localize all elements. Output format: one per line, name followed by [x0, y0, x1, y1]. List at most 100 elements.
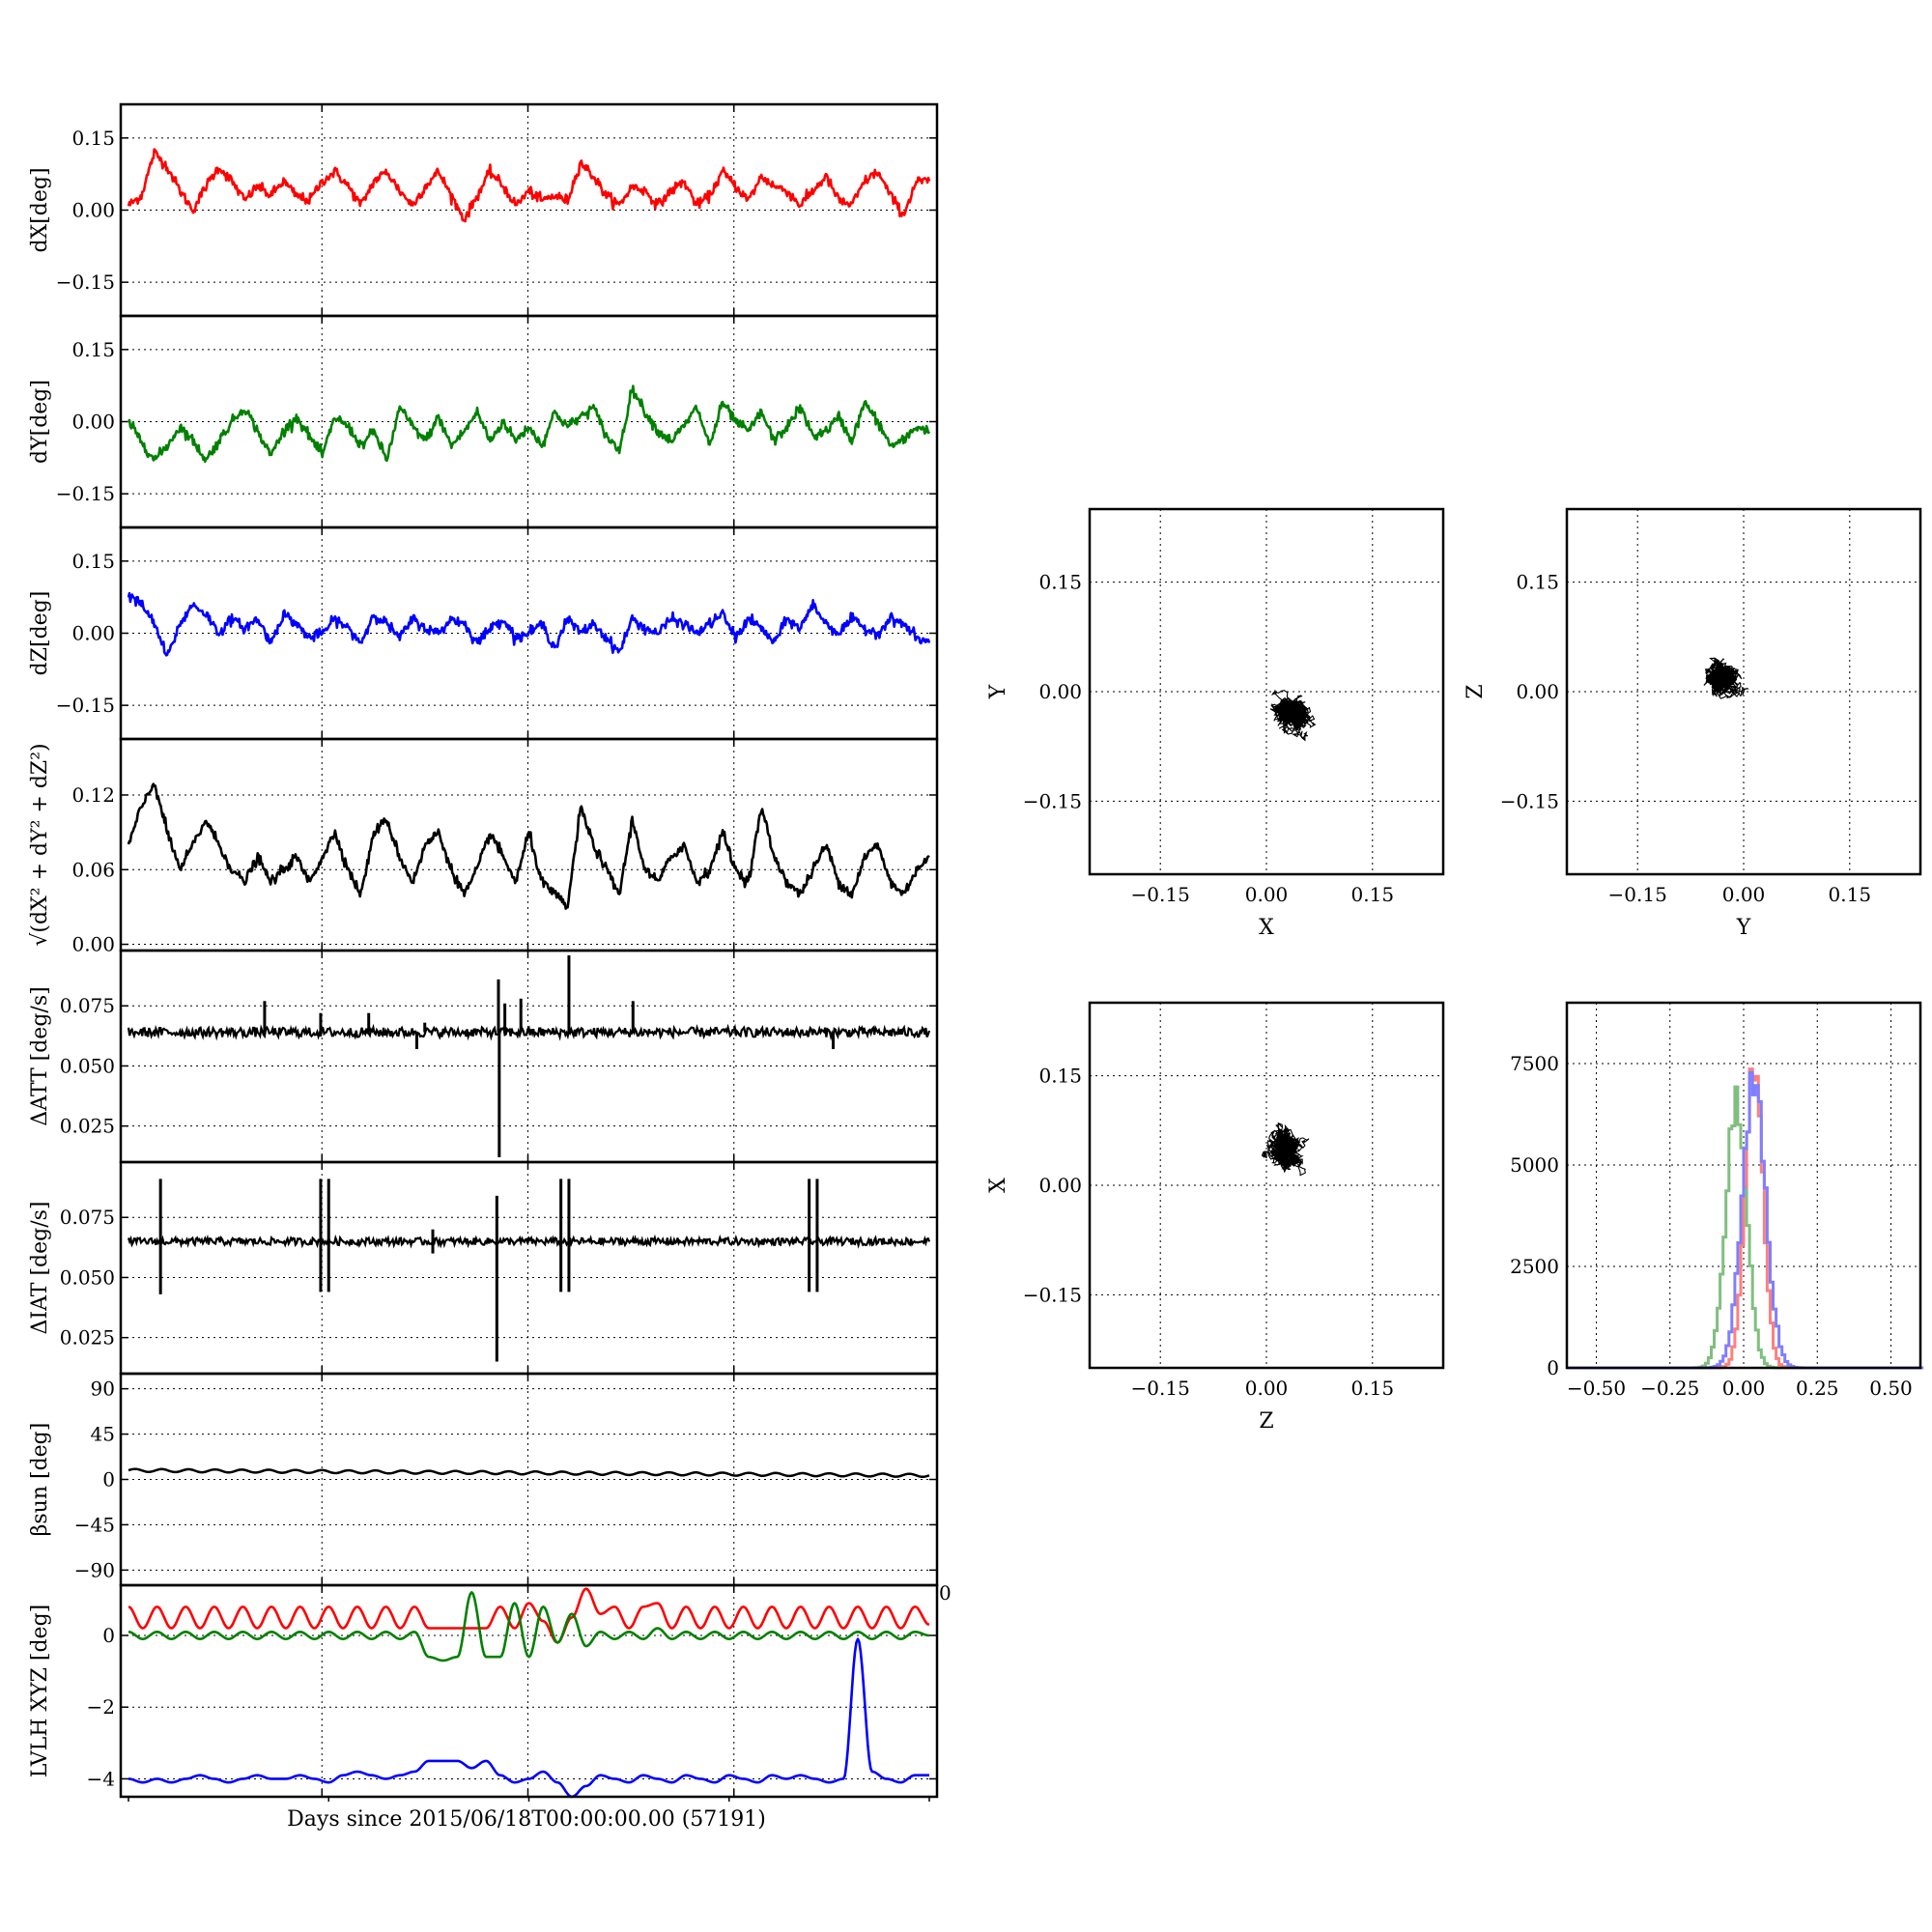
panel-dY: −0.15 0.00 0.15 dY[deg]	[28, 314, 939, 529]
ytick-label-dZ-1: 0.00	[71, 622, 115, 645]
frame-scatter_yz	[1565, 507, 1922, 876]
ytick-label-beta-3: 45	[91, 1423, 115, 1446]
ytick-label-dIAT-0: 0.025	[60, 1326, 115, 1350]
trajectory-scatter_zx	[1261, 1122, 1310, 1177]
ytick-label-hist-2: 5000	[1510, 1153, 1559, 1177]
frame-scatter_xy	[1088, 507, 1445, 876]
frame-dIAT	[119, 1160, 939, 1376]
xtick-label-hist-4: 0.50	[1869, 1377, 1913, 1400]
series-dIAT	[127, 1234, 931, 1249]
xtick-label-scatter_yz-2: 0.15	[1829, 883, 1872, 906]
hist-series-hist_red	[1567, 1067, 1924, 1370]
ylabel-dR: √(dX² + dY² + dZ²)	[28, 743, 52, 946]
ytick-label-dX-1: 0.00	[71, 199, 115, 222]
series-beta	[128, 1467, 930, 1479]
ytick-label-dATT-1: 0.050	[60, 1054, 115, 1077]
xtick-label-scatter_xy-2: 0.15	[1351, 883, 1395, 906]
xtick-label-scatter_yz-1: 0.00	[1722, 883, 1766, 906]
panel-scatter_xy: −0.15 −0.15 0.00 0.00 0.15 0.15 X Y	[986, 507, 1445, 940]
ytick-label-lvlh-2: 0	[102, 1624, 115, 1647]
panel-dIAT: 0.025 0.050 0.075 ΔIAT [deg/s]	[28, 1160, 939, 1376]
series-dATT	[127, 1023, 931, 1041]
xlabel-scatter_yz: Y	[1736, 916, 1751, 940]
panel-dATT: 0.025 0.050 0.075 ΔATT [deg/s]	[28, 949, 939, 1164]
xtick-label-scatter_zx-2: 0.15	[1351, 1377, 1395, 1400]
scatter-and-histogram-panels: −0.15 −0.15 0.00 0.00 0.15 0.15 X Y −0.15 −0.15 0.…	[986, 507, 1924, 1434]
hist-series-hist_blue	[1567, 1070, 1924, 1370]
ytick-label-lvlh-0: −4	[87, 1767, 115, 1790]
panel-lvlh: −4 −2 0 LVLH XYZ [deg] 0	[28, 1581, 952, 1799]
ytick-label-dZ-0: −0.15	[56, 694, 115, 717]
series-dR-black	[127, 782, 930, 910]
ytick-label-dR-1: 0.06	[71, 858, 115, 881]
series-dX-red	[127, 148, 931, 223]
ytick-label-dIAT-2: 0.075	[60, 1206, 115, 1229]
ytick-label-scatter_xy-0: −0.15	[1023, 789, 1082, 812]
xtick-label-hist-2: 0.00	[1722, 1377, 1766, 1400]
series-dZ-blue	[127, 591, 931, 657]
ytick-label-dATT-0: 0.025	[60, 1115, 115, 1138]
xlabel-scatter_zx: Z	[1259, 1409, 1273, 1434]
panel-scatter_yz: −0.15 −0.15 0.00 0.00 0.15 0.15 Y Z	[1463, 507, 1922, 940]
main-xlabel: Days since 2015/06/18T00:00:00.00 (57191…	[287, 1807, 766, 1832]
ylabel-dIAT: ΔIAT [deg/s]	[28, 1202, 52, 1335]
series-lvlh-blue	[128, 1637, 929, 1799]
ytick-label-dY-2: 0.15	[71, 338, 115, 361]
ytick-label-scatter_yz-2: 0.15	[1516, 571, 1559, 594]
xtick-label-hist-3: 0.25	[1796, 1377, 1839, 1400]
ylabel-dX: dX[deg]	[28, 167, 52, 252]
frame-dR	[119, 737, 939, 952]
frame-scatter_zx	[1088, 1001, 1445, 1370]
xtick-label-scatter_yz-0: −0.15	[1608, 883, 1667, 906]
xtick-label-hist-0: −0.50	[1567, 1377, 1626, 1400]
ytick-label-scatter_zx-0: −0.15	[1023, 1283, 1082, 1306]
panel-beta: −90 −45 0 45 90 βsun [deg]	[28, 1372, 939, 1587]
panel-dR: 0.00 0.06 0.12 √(dX² + dY² + dZ²)	[28, 737, 939, 956]
ytick-label-dY-0: −0.15	[56, 482, 115, 505]
series-lvlh-red	[128, 1587, 930, 1644]
series-lvlh-green	[128, 1591, 930, 1662]
ytick-label-beta-0: −90	[74, 1558, 115, 1581]
ytick-label-scatter_zx-1: 0.00	[1038, 1174, 1082, 1197]
ytick-label-dZ-2: 0.15	[71, 550, 115, 573]
ytick-label-dR-0: 0.00	[71, 933, 115, 956]
xlabel-scatter_xy: X	[1259, 916, 1274, 940]
hist-series-hist_green	[1567, 1085, 1924, 1370]
xtick-label-scatter_zx-0: −0.15	[1131, 1377, 1190, 1400]
ytick-label-dIAT-1: 0.050	[60, 1265, 115, 1289]
ytick-label-beta-2: 0	[102, 1468, 115, 1492]
ylabel-scatter_xy: Y	[986, 684, 1010, 699]
ytick-label-beta-4: 90	[91, 1378, 115, 1401]
ytick-label-hist-1: 2500	[1510, 1255, 1559, 1278]
ylabel-lvlh: LVLH XYZ [deg]	[28, 1605, 52, 1778]
series-dY-green	[127, 384, 931, 464]
ylabel-dY: dY[deg]	[28, 380, 52, 464]
xtick-label-scatter_xy-0: −0.15	[1131, 883, 1190, 906]
ytick-label-scatter_xy-1: 0.00	[1038, 680, 1082, 703]
ytick-label-dX-0: −0.15	[56, 270, 115, 294]
ytick-label-dX-2: 0.15	[71, 127, 115, 150]
trajectory-scatter_yz	[1703, 657, 1749, 699]
panel-dZ: −0.15 0.00 0.15 dZ[deg]	[28, 526, 939, 741]
ytick-label-dATT-2: 0.075	[60, 994, 115, 1017]
ytick-label-dY-1: 0.00	[71, 411, 115, 434]
frame-hist	[1565, 1001, 1922, 1370]
ytick-label-scatter_yz-0: −0.15	[1500, 789, 1559, 812]
ylabel-dZ: dZ[deg]	[28, 591, 52, 676]
ytick-label-scatter_zx-2: 0.15	[1038, 1065, 1082, 1088]
frame-lvlh	[119, 1583, 939, 1799]
ylabel-scatter_zx: X	[986, 1178, 1010, 1193]
top-right-label-lvlh: 0	[939, 1581, 952, 1605]
ytick-label-hist-0: 0	[1547, 1356, 1559, 1379]
ylabel-scatter_yz: Z	[1463, 684, 1488, 698]
ytick-label-scatter_yz-1: 0.00	[1516, 680, 1559, 703]
panel-scatter_zx: −0.15 −0.15 0.00 0.00 0.15 0.15 Z X	[986, 1001, 1445, 1434]
ytick-label-beta-1: −45	[74, 1513, 115, 1536]
ytick-label-hist-3: 7500	[1510, 1052, 1559, 1075]
xtick-label-scatter_xy-1: 0.00	[1245, 883, 1289, 906]
xtick-label-hist-1: −0.25	[1640, 1377, 1699, 1400]
time-series-panels: −0.150.000.15dX[deg]−0.150.000.15dY[deg]…	[28, 102, 952, 1802]
panel-hist: −0.50 −0.25 0.00 0.25 0.50 0 2500 5000 7500	[1510, 1001, 1924, 1400]
ylabel-dATT: ΔATT [deg/s]	[28, 986, 52, 1125]
